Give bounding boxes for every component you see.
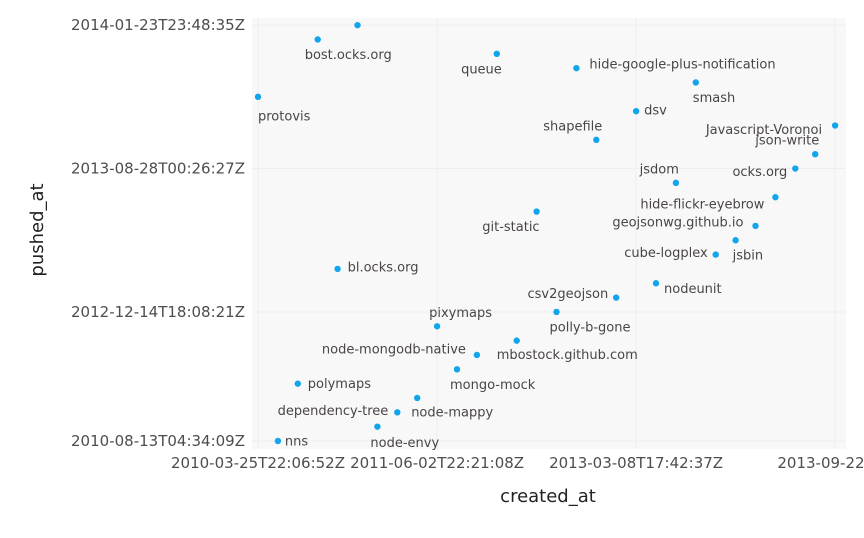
points-layer: protovis nns polymaps bost.ocks.org bl.ocks.… <box>254 21 839 451</box>
data-point <box>553 308 560 316</box>
y-axis-ticks: 2014-01-23T23:48:35Z 2013-08-28T00:26:27Z… <box>71 16 245 450</box>
point-label: cube-logplex <box>624 246 708 261</box>
data-point <box>613 294 620 301</box>
point-label: hide-flickr-eyebrow <box>640 198 764 213</box>
data-point <box>394 409 401 416</box>
point-label: shapefile <box>543 119 602 134</box>
point-label: dsv <box>644 104 667 119</box>
x-tick-label: 2013-09-22T17 <box>777 454 864 472</box>
x-tick-label: 2013-03-08T17:42:37Z <box>549 454 723 472</box>
data-point <box>692 79 699 86</box>
point-label: csv2geojson <box>528 287 609 302</box>
data-point <box>334 265 341 273</box>
point-label: protovis <box>258 109 311 124</box>
point-label: jsdom <box>639 162 679 177</box>
data-point <box>433 323 441 330</box>
data-point <box>453 366 461 373</box>
point-label: git-static <box>482 220 539 235</box>
data-point <box>374 423 381 430</box>
point-label: dependency-tree <box>278 404 389 419</box>
point-label: polly-b-gone <box>550 320 631 335</box>
data-point <box>792 165 799 172</box>
point-label: pixymaps <box>429 306 492 321</box>
point-label: nodeunit <box>664 282 722 297</box>
data-point <box>593 136 600 144</box>
point-label: bl.ocks.org <box>348 260 419 275</box>
data-point <box>294 380 301 387</box>
x-axis-title: created_at <box>500 486 596 507</box>
x-tick-label: 2010-03-25T22:06:52Z <box>171 454 345 472</box>
data-point <box>533 208 540 215</box>
data-point <box>732 237 739 244</box>
point-label: ocks.org <box>732 165 787 180</box>
y-tick-label: 2013-08-28T00:26:27Z <box>71 160 245 178</box>
data-point <box>632 107 640 115</box>
point-label: mongo-mock <box>450 378 536 393</box>
point-label: queue <box>461 62 502 77</box>
point-label: nns <box>285 435 308 450</box>
data-point <box>414 394 421 402</box>
data-point <box>274 437 282 445</box>
plot-background <box>252 18 846 449</box>
point-label: node-envy <box>370 436 439 451</box>
grid-lines <box>252 18 846 449</box>
point-label: bost.ocks.org <box>305 48 392 63</box>
y-tick-label: 2012-12-14T18:08:21Z <box>71 303 245 321</box>
data-point <box>354 21 361 29</box>
point-label: jsbin <box>732 249 764 264</box>
data-point <box>831 122 839 129</box>
y-axis-title: pushed_at <box>27 183 48 276</box>
data-point <box>652 280 660 287</box>
data-point <box>672 179 680 187</box>
data-point <box>314 36 321 43</box>
data-point <box>513 337 520 344</box>
data-point <box>493 50 500 58</box>
point-label: node-mongodb-native <box>322 342 466 357</box>
data-point <box>254 93 262 101</box>
point-label: polymaps <box>308 377 371 392</box>
point-label: Javascript-Voronoi <box>705 123 822 138</box>
y-tick-label: 2014-01-23T23:48:35Z <box>71 16 245 34</box>
point-label: geojsonwg.github.io <box>612 215 743 230</box>
y-tick-label: 2010-08-13T04:34:09Z <box>71 432 245 450</box>
data-point <box>812 151 819 158</box>
point-label: hide-google-plus-notification <box>589 58 775 73</box>
point-label: node-mappy <box>411 405 493 420</box>
data-point <box>712 251 719 258</box>
point-label: json-write <box>754 134 819 149</box>
point-label: smash <box>693 91 735 106</box>
data-point <box>473 351 481 359</box>
data-point <box>573 64 580 72</box>
data-point <box>752 222 759 230</box>
x-axis-ticks: 2010-03-25T22:06:52Z 2011-06-02T22:21:08Z… <box>171 454 864 472</box>
data-point <box>772 194 779 201</box>
point-label: mbostock.github.com <box>497 348 638 363</box>
x-tick-label: 2011-06-02T22:21:08Z <box>350 454 524 472</box>
